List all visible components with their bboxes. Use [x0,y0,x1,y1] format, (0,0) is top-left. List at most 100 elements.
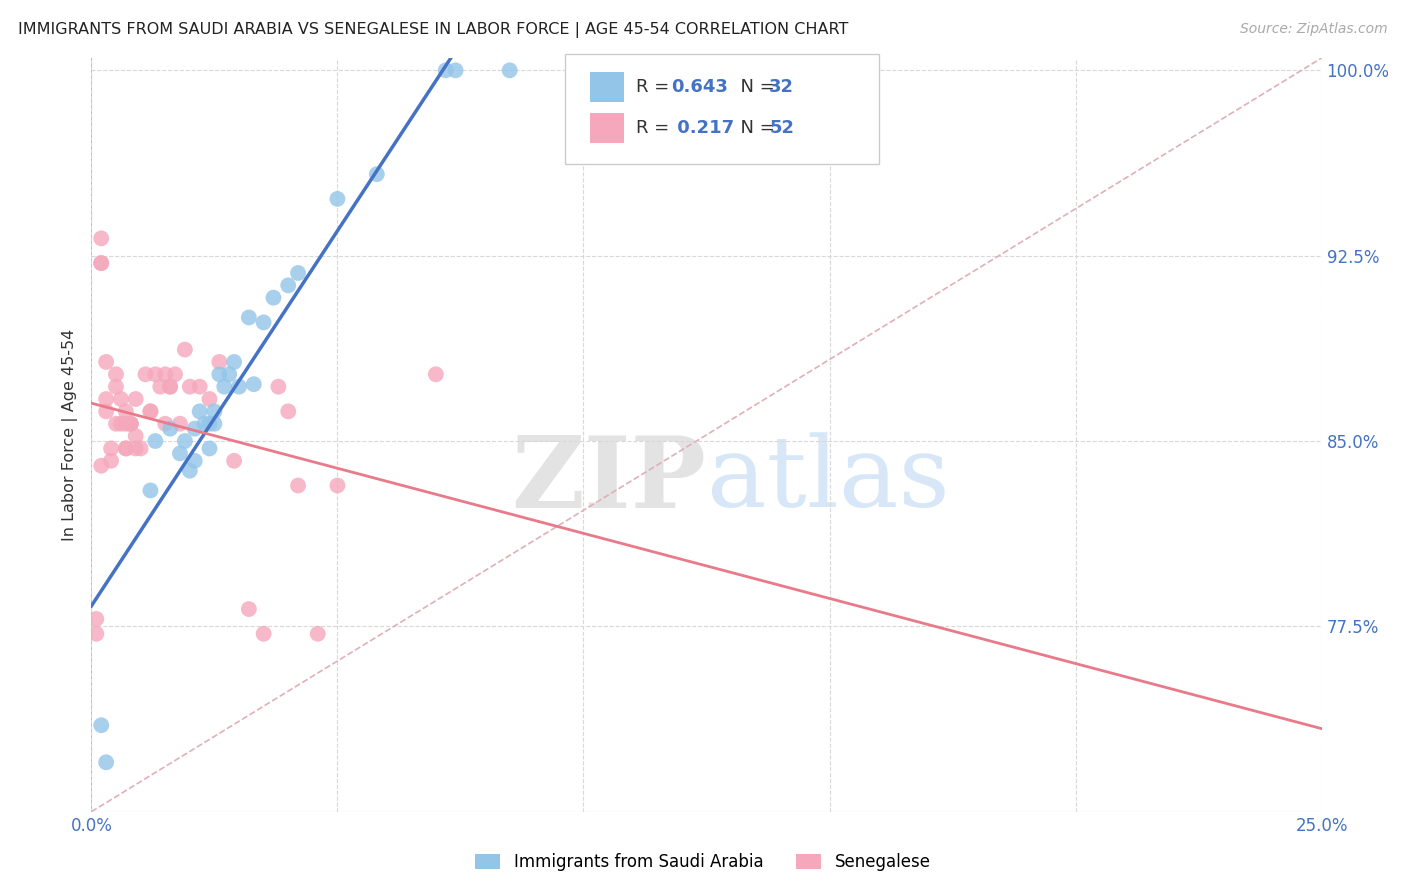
Point [96,355,117,369]
Point [218,368,240,382]
Point [129,442,152,456]
Point [242,377,264,392]
Point [114,404,138,418]
Point [105,417,127,431]
Point [86,612,108,626]
Point [183,422,207,436]
Y-axis label: In Labor Force | Age 45-54: In Labor Force | Age 45-54 [62,329,77,541]
Text: atlas: atlas [706,433,949,528]
Point [90,458,112,473]
Point [287,478,309,492]
Point [114,417,138,431]
Text: R =: R = [637,119,675,137]
Text: N =: N = [728,78,780,95]
Point [253,627,276,641]
Point [135,368,156,382]
Point [114,442,138,456]
Point [198,417,221,431]
Point [326,192,349,206]
Point [277,404,299,418]
Point [139,404,162,418]
Point [267,379,290,393]
Point [444,63,467,78]
Point [366,167,388,181]
Point [96,404,117,418]
Point [124,442,146,456]
FancyBboxPatch shape [589,113,624,143]
Point [90,256,112,270]
FancyBboxPatch shape [565,54,879,163]
Text: ZIP: ZIP [512,432,706,529]
Point [105,368,127,382]
Point [120,417,142,431]
FancyBboxPatch shape [589,71,624,102]
Point [96,392,117,406]
Point [179,379,201,393]
Point [202,404,225,418]
Point [198,442,221,456]
Point [198,392,221,406]
Point [425,368,447,382]
Point [90,718,112,732]
Point [114,442,138,456]
Point [326,478,349,492]
Point [145,368,166,382]
Point [287,266,309,280]
Point [228,379,250,393]
Point [90,231,112,245]
Point [307,627,329,641]
Point [238,310,260,325]
Point [159,422,181,436]
Point [434,63,457,78]
Point [277,278,299,293]
Point [262,291,284,305]
Point [120,417,142,431]
Point [120,417,142,431]
Point [86,627,108,641]
Point [90,256,112,270]
Point [96,756,117,770]
Point [253,315,276,329]
Legend: Immigrants from Saudi Arabia, Senegalese: Immigrants from Saudi Arabia, Senegalese [467,845,939,880]
Point [159,379,181,393]
Text: 32: 32 [769,78,794,95]
Point [208,368,231,382]
Point [124,429,146,443]
Point [100,454,122,468]
Point [139,404,162,418]
Point [105,379,127,393]
Point [159,379,181,393]
Point [169,417,191,431]
Point [169,446,191,460]
Text: IMMIGRANTS FROM SAUDI ARABIA VS SENEGALESE IN LABOR FORCE | AGE 45-54 CORRELATIO: IMMIGRANTS FROM SAUDI ARABIA VS SENEGALE… [18,22,849,38]
Point [238,602,260,616]
Point [149,379,172,393]
Point [139,483,162,498]
Text: 52: 52 [769,119,794,137]
Point [498,63,520,78]
Text: 0.217: 0.217 [671,119,734,137]
Point [145,434,166,448]
Point [153,417,177,431]
Text: N =: N = [728,119,780,137]
Point [188,404,211,418]
Text: R =: R = [637,78,675,95]
Point [188,379,211,393]
Text: Source: ZipAtlas.com: Source: ZipAtlas.com [1240,22,1388,37]
Point [208,355,231,369]
Point [124,392,146,406]
Point [174,343,197,357]
Point [193,417,217,431]
Point [163,368,186,382]
Point [212,379,235,393]
Point [100,442,122,456]
Point [110,417,132,431]
Text: 0.643: 0.643 [671,78,728,95]
Point [222,355,246,369]
Point [179,464,201,478]
Point [174,434,197,448]
Point [153,368,177,382]
Point [183,454,207,468]
Point [110,392,132,406]
Point [202,417,225,431]
